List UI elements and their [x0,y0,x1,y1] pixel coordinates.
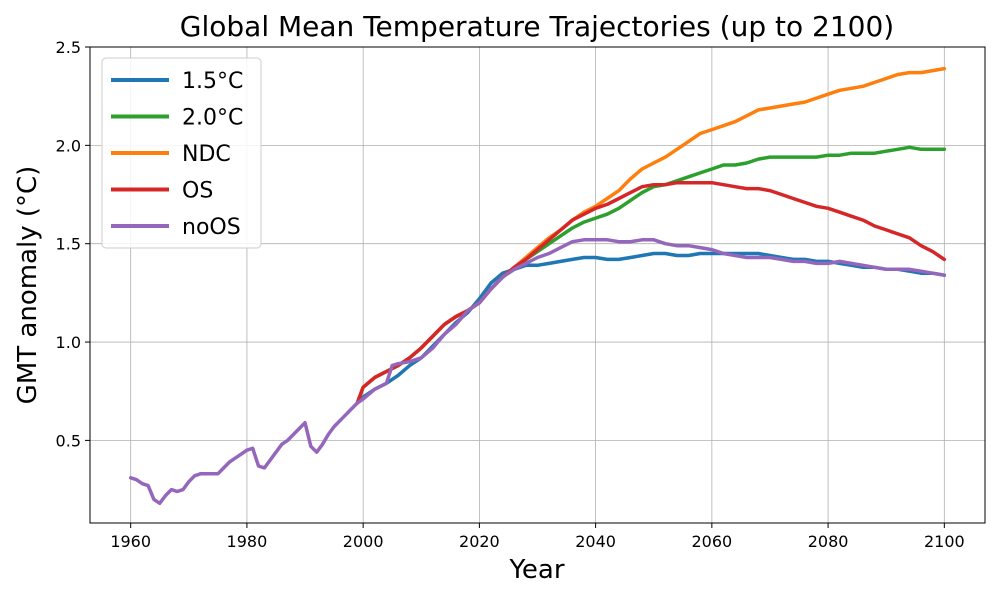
chart-title: Global Mean Temperature Trajectories (up… [180,10,894,43]
legend: 1.5°C 2.0°C NDC OS noOS [101,57,262,249]
y-tick-label: 1.0 [56,333,81,352]
x-tick-label: 1980 [227,532,268,551]
axis-ticks: 1960 1980 2000 2020 2040 2060 2080 2100 0.5 1.0 1.… [56,38,965,551]
series-lines [128,66,947,506]
series-line-NDC [355,66,947,405]
legend-box [101,57,262,249]
series-line-OS [355,180,947,405]
legend-label-NDC: NDC [182,142,231,167]
y-axis-label: GMT anomaly (°C) [13,166,43,405]
x-axis-label: Year [508,555,564,585]
historical-line [128,401,360,506]
x-tick-label: 2000 [343,532,384,551]
legend-label-2.0°C: 2.0°C [182,106,243,131]
x-tick-label: 2020 [459,532,500,551]
x-tick-label: 2040 [575,532,616,551]
plot-frame [89,46,986,524]
x-tick-label: 2060 [691,532,732,551]
y-tick-label: 2.5 [56,38,81,57]
x-tick-label: 2080 [808,532,849,551]
legend-label-OS: OS [182,179,213,204]
x-tick-label: 2100 [924,532,965,551]
y-tick-label: 1.5 [56,235,81,254]
series-line-noOS [355,238,947,405]
y-tick-label: 0.5 [56,431,81,450]
legend-label-noOS: noOS [182,215,241,240]
series-line-1.5°C [355,251,947,405]
x-tick-label: 1960 [110,532,151,551]
y-tick-label: 2.0 [56,136,81,155]
legend-label-1.5°C: 1.5°C [182,69,243,94]
